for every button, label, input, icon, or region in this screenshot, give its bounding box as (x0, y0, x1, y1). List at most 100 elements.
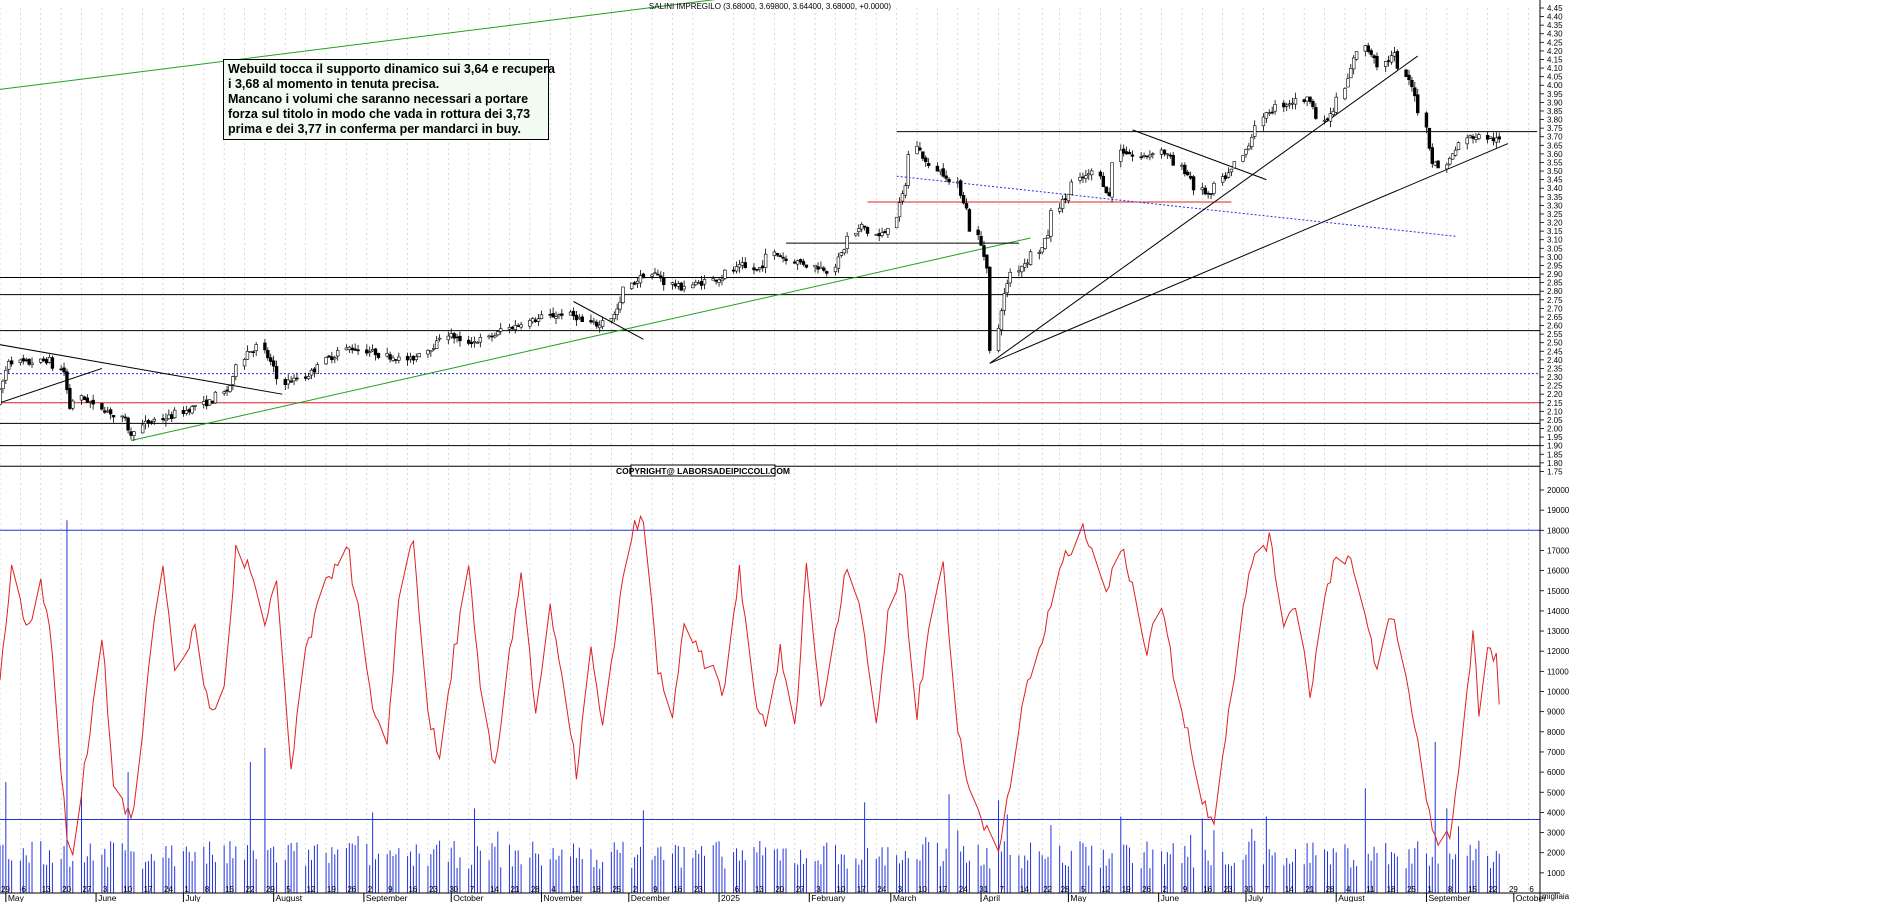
x-day-label: 29 (1, 885, 10, 894)
candle-body (1331, 110, 1336, 115)
candle-body (82, 396, 87, 400)
candle-body (65, 371, 69, 391)
candle-body (720, 278, 724, 282)
candle-body (333, 357, 337, 360)
y-tick-label: 3.35 (1547, 193, 1563, 202)
osc-y-tick-label: 11000 (1547, 667, 1569, 676)
candle-body (539, 314, 544, 320)
candle-body (638, 275, 643, 284)
candle-body (574, 314, 579, 321)
candle-body (1343, 88, 1347, 100)
candle-body (88, 401, 92, 403)
y-tick-label: 2.90 (1547, 270, 1563, 279)
y-tick-label: 2.20 (1547, 390, 1563, 399)
x-day-label: 8 (205, 885, 210, 894)
candle-body (1363, 45, 1368, 52)
y-tick-label: 2.35 (1547, 364, 1563, 373)
candle-body (289, 380, 293, 383)
candle-body (437, 337, 442, 340)
candle-body (68, 387, 72, 409)
candle-body (18, 359, 23, 363)
candle-body (758, 267, 762, 270)
x-month-label: May (1070, 893, 1087, 902)
candle-body (1226, 172, 1231, 178)
x-month-label: September (366, 893, 408, 902)
candle-body (1081, 176, 1085, 179)
candle-body (309, 369, 314, 376)
osc-y-tick-label: 16000 (1547, 567, 1570, 576)
candle-body (740, 262, 745, 266)
x-day-label: 21 (510, 885, 519, 894)
candle-body (1168, 154, 1172, 157)
candle-body (1468, 135, 1472, 138)
candle-body (641, 273, 646, 279)
candle-body (903, 185, 908, 196)
y-tick-label: 1.95 (1547, 433, 1563, 442)
x-day-label: 30 (1244, 885, 1253, 894)
candle-body (615, 308, 619, 315)
candle-body (184, 410, 189, 414)
candle-body (50, 357, 55, 369)
x-day-label: 20 (62, 885, 71, 894)
candle-body (795, 260, 800, 265)
candle-body (1424, 112, 1429, 128)
candle-body (1017, 270, 1021, 273)
x-month-label: June (98, 893, 117, 902)
trendline (896, 175, 1456, 237)
candle-body (120, 415, 124, 418)
candle-body (804, 264, 809, 268)
x-month-label: February (811, 893, 846, 902)
chart-title: SALINI IMPREGILO (3.68000, 3.69800, 3.64… (649, 2, 892, 11)
candle-body (1, 380, 5, 390)
candle-body (44, 359, 49, 364)
candle-body (1287, 103, 1292, 106)
candle-body (676, 283, 680, 287)
y-tick-label: 2.40 (1547, 356, 1563, 365)
candle-body (263, 342, 267, 351)
candle-body (496, 331, 500, 336)
candle-body (793, 261, 797, 264)
x-day-label: 24 (164, 885, 173, 894)
candle-body (1416, 94, 1420, 114)
candle-body (1229, 168, 1234, 173)
trendline (0, 367, 103, 404)
candle-body (836, 256, 841, 269)
candle-body (1020, 265, 1024, 273)
candle-body (347, 346, 352, 350)
candle-body (941, 168, 945, 177)
candle-body (1107, 192, 1111, 196)
candle-body (632, 282, 637, 285)
candle-body (1244, 149, 1248, 155)
candle-body (696, 282, 701, 284)
candle-body (1407, 74, 1411, 81)
x-day-label: 12 (307, 885, 316, 894)
candle-body (388, 354, 392, 360)
candle-body (1322, 119, 1327, 122)
candle-body (1369, 50, 1373, 55)
candle-body (1302, 99, 1306, 102)
candle-body (1410, 80, 1414, 88)
candle-body (926, 163, 931, 166)
candle-body (79, 395, 84, 401)
candle-body (1273, 104, 1277, 112)
candle-body (900, 193, 905, 202)
candle-body (1448, 158, 1452, 165)
x-month-label: October (1516, 893, 1546, 902)
x-day-label: 28 (1061, 885, 1070, 894)
osc-y-tick-label: 15000 (1547, 587, 1570, 596)
osc-y-tick-label: 1000 (1547, 869, 1565, 878)
candle-body (761, 265, 765, 269)
candle-body (1209, 193, 1213, 195)
candle-body (682, 286, 686, 290)
x-day-label: 12 (1101, 885, 1110, 894)
x-day-label: 23 (694, 885, 703, 894)
candle-body (1212, 182, 1216, 194)
x-day-label: 19 (327, 885, 336, 894)
candle-body (1282, 102, 1286, 108)
y-tick-label: 1.75 (1547, 467, 1563, 476)
y-tick-label: 4.25 (1547, 38, 1563, 47)
candle-body (1002, 293, 1007, 311)
candle-body (1171, 154, 1175, 166)
y-tick-label: 2.70 (1547, 304, 1563, 313)
